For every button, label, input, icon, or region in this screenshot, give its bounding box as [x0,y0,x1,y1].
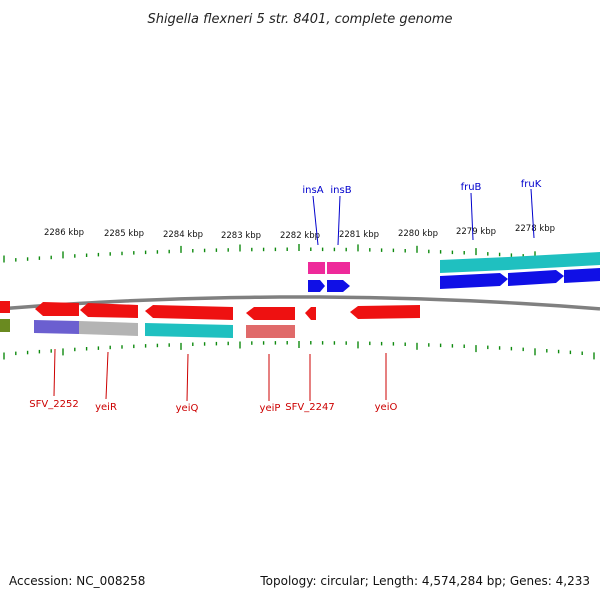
gene-label-insB[interactable]: insB [330,185,351,196]
genome-summary-label: Topology: circular; Length: 4,574,284 bp… [260,574,590,588]
gene-label-SFV_2252[interactable]: SFV_2252 [29,399,78,410]
ruler-label: 2279 kbp [456,227,496,237]
fruA-cds-feature[interactable] [564,252,600,267]
yeiQ-cds-feature[interactable] [145,323,233,338]
gene-label-yeiQ[interactable]: yeiQ [176,403,199,414]
yeiO-gene-feature[interactable] [350,305,420,319]
leftedge-gene-feature[interactable] [0,301,10,313]
outer-ruler-ticks [3,244,595,263]
fruK-cds-feature[interactable] [508,254,564,270]
map-title: Shigella flexneri 5 str. 8401, complete … [147,12,452,27]
inner-ruler-ticks [3,341,595,360]
ruler-label: 2286 kbp [44,228,84,238]
SFV_2247-gene-feature[interactable] [305,307,316,320]
ruler-labels: 2286 kbp 2285 kbp 2284 kbp 2283 kbp 2282… [44,224,555,241]
gene-labels: insA insB fruB fruK SFV_2252 yeiR yeiQ y… [29,179,541,414]
fruK-gene-feature[interactable] [508,270,564,286]
insA-cds-feature[interactable] [308,262,325,274]
ruler-label: 2278 kbp [515,224,555,234]
ruler-label: 2283 kbp [221,231,261,241]
SFV_2252-gene-feature[interactable] [35,302,79,316]
gene-label-fruB[interactable]: fruB [461,182,482,193]
fruK-leader-line [530,188,535,239]
ruler-label: 2280 kbp [398,229,438,239]
yeiR-gene-feature[interactable] [80,303,138,318]
reverse-strand-features [0,301,420,338]
yeiP-gene-feature[interactable] [246,307,295,320]
ruler-label: 2282 kbp [280,231,320,241]
yeiQ-leader-line [186,353,189,402]
insA-leader-line [312,195,319,246]
fruB-cds-feature[interactable] [440,257,508,273]
yeiR-leader-line [105,351,109,400]
gene-label-fruK[interactable]: fruK [521,179,542,190]
fruB-leader-line [470,192,474,241]
leftedge-cds-feature[interactable] [0,319,10,332]
ruler-label: 2284 kbp [163,230,203,240]
forward-strand-features [308,252,600,292]
gene-label-insA[interactable]: insA [302,185,323,196]
yeiQ-gene-feature[interactable] [145,305,233,320]
accession-label: Accession: NC_008258 [9,574,146,588]
ruler-label: 2285 kbp [104,229,144,239]
gene-label-SFV_2247[interactable]: SFV_2247 [285,402,334,413]
insB-leader-line [337,195,341,246]
SFV_2252-cds-feature[interactable] [34,320,79,334]
gene-label-yeiO[interactable]: yeiO [375,402,398,413]
insA-gene-feature[interactable] [308,280,325,292]
insB-cds-feature[interactable] [327,262,350,274]
yeiP-cds-feature[interactable] [246,325,295,338]
yeiR-cds-feature[interactable] [79,321,138,336]
fruB-gene-feature[interactable] [440,273,508,289]
fruA-gene-feature[interactable] [564,268,600,283]
label-leader-lines [53,188,535,402]
genome-backbone [0,295,600,311]
gene-label-yeiP[interactable]: yeiP [260,403,281,414]
ruler-label: 2281 kbp [339,230,379,240]
SFV_2252-leader-line [53,348,56,397]
insB-gene-feature[interactable] [327,280,350,292]
gene-label-yeiR[interactable]: yeiR [95,402,117,413]
